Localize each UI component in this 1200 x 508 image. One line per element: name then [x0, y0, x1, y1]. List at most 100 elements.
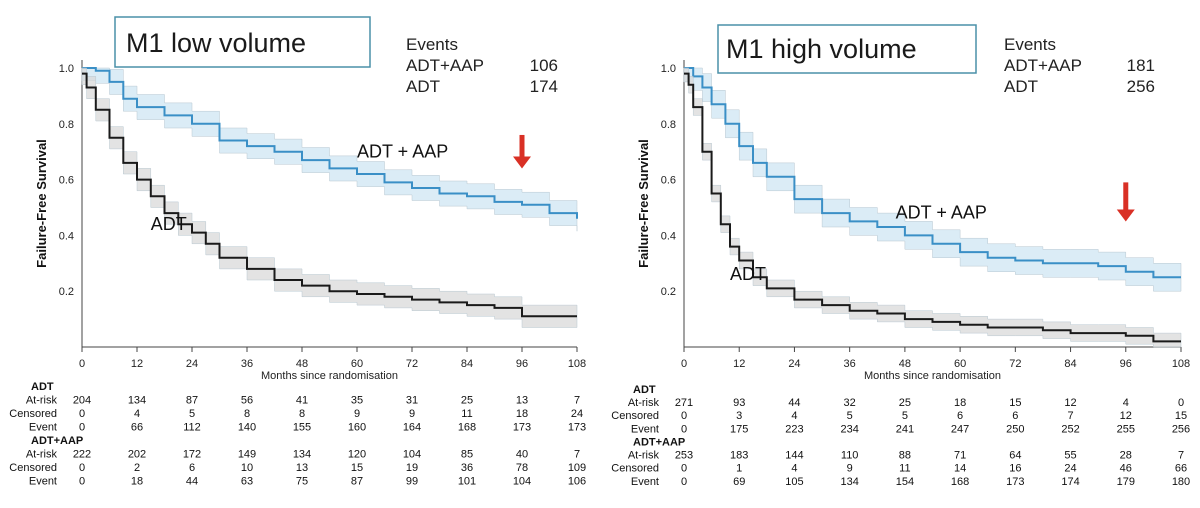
annotation-adt-aap: ADT + AAP — [896, 203, 987, 223]
risk-table-row-label: Event — [29, 476, 57, 488]
risk-table-group-adt: ADT — [31, 381, 54, 393]
risk-table-cell: 134 — [840, 476, 858, 488]
risk-table-cell: 271 — [675, 397, 693, 409]
series-line-adt — [684, 72, 1181, 343]
risk-table-cell: 11 — [461, 408, 472, 420]
y-tick-label: 0.4 — [661, 230, 676, 242]
risk-table-cell: 183 — [730, 450, 748, 462]
risk-table-cell: 69 — [733, 476, 745, 488]
events-header: Events — [406, 35, 458, 54]
risk-table-cell: 5 — [189, 408, 195, 420]
risk-table-cell: 78 — [516, 462, 528, 474]
risk-table-cell: 104 — [403, 449, 421, 461]
risk-table-group-adt-aap: ADT+AAP — [31, 435, 83, 447]
risk-table-cell: 7 — [1178, 450, 1184, 462]
risk-table-cell: 0 — [681, 423, 687, 435]
risk-table-cell: 0 — [681, 410, 687, 422]
x-tick-label: 48 — [899, 358, 911, 370]
risk-table-cell: 0 — [1178, 397, 1184, 409]
events-value-adt: 174 — [530, 77, 558, 96]
risk-table-cell: 4 — [791, 410, 797, 422]
risk-table-cell: 6 — [957, 410, 963, 422]
risk-table-cell: 12 — [1120, 410, 1132, 422]
risk-table-cell: 168 — [951, 476, 969, 488]
risk-table-cell: 18 — [131, 476, 143, 488]
x-tick-label: 24 — [788, 358, 800, 370]
x-tick-label: 24 — [186, 358, 198, 370]
risk-table-cell: 5 — [902, 410, 908, 422]
risk-table-cell: 164 — [403, 422, 421, 434]
risk-table-cell: 140 — [238, 422, 256, 434]
risk-table-cell: 255 — [1117, 423, 1135, 435]
risk-table-row-label: At-risk — [26, 395, 58, 407]
arrow-shaft — [1123, 182, 1129, 212]
x-tick-label: 72 — [406, 358, 418, 370]
risk-table-cell: 9 — [847, 463, 853, 475]
risk-table-group-adt-aap: ADT+AAP — [633, 436, 685, 448]
risk-table-row-label: At-risk — [26, 449, 58, 461]
risk-table-cell: 15 — [1175, 410, 1187, 422]
risk-table-cell: 173 — [513, 422, 531, 434]
risk-table-cell: 0 — [79, 408, 85, 420]
x-tick-label: 84 — [1064, 358, 1076, 370]
risk-table-cell: 75 — [296, 476, 308, 488]
risk-table-cell: 16 — [1009, 463, 1021, 475]
risk-table-cell: 7 — [574, 449, 580, 461]
risk-table-cell: 15 — [1009, 397, 1021, 409]
risk-table-cell: 24 — [1064, 463, 1076, 475]
arrow-head — [513, 156, 531, 169]
x-tick-label: 108 — [1172, 358, 1190, 370]
risk-table-cell: 6 — [189, 462, 195, 474]
risk-table-cell: 18 — [954, 397, 966, 409]
risk-table-cell: 46 — [1120, 463, 1132, 475]
y-tick-label: 0.2 — [59, 286, 74, 298]
risk-table-cell: 134 — [128, 395, 146, 407]
chart-title: M1 high volume — [726, 34, 917, 64]
events-header: Events — [1004, 35, 1056, 54]
risk-table-cell: 41 — [296, 395, 308, 407]
ci-band-adt-aap — [683, 67, 1182, 292]
risk-table-cell: 56 — [241, 395, 253, 407]
risk-table-cell: 173 — [568, 422, 586, 434]
risk-table-cell: 8 — [244, 408, 250, 420]
risk-table-cell: 144 — [785, 450, 803, 462]
risk-table-cell: 4 — [1123, 397, 1129, 409]
risk-table-cell: 0 — [79, 422, 85, 434]
risk-table-cell: 247 — [951, 423, 969, 435]
risk-table-cell: 149 — [238, 449, 256, 461]
risk-table-cell: 44 — [186, 476, 198, 488]
risk-table-cell: 13 — [516, 395, 528, 407]
risk-table-cell: 4 — [791, 463, 797, 475]
risk-table-cell: 18 — [516, 408, 528, 420]
y-tick-label: 0.6 — [59, 175, 74, 187]
x-tick-label: 0 — [681, 358, 687, 370]
risk-table-cell: 40 — [516, 449, 528, 461]
risk-table-cell: 71 — [954, 450, 966, 462]
risk-table-cell: 99 — [406, 476, 418, 488]
risk-table-cell: 110 — [841, 450, 859, 462]
x-tick-label: 84 — [461, 358, 473, 370]
risk-table-cell: 175 — [730, 423, 748, 435]
risk-table-cell: 252 — [1061, 423, 1079, 435]
risk-table-cell: 180 — [1172, 476, 1190, 488]
risk-table-cell: 3 — [736, 410, 742, 422]
risk-table-cell: 63 — [241, 476, 253, 488]
risk-table-cell: 93 — [733, 397, 745, 409]
risk-table-cell: 12 — [1064, 397, 1076, 409]
risk-table-cell: 9 — [354, 408, 360, 420]
risk-table-cell: 31 — [406, 395, 418, 407]
risk-table-cell: 0 — [681, 476, 687, 488]
risk-table-cell: 223 — [785, 423, 803, 435]
risk-table-cell: 160 — [348, 422, 366, 434]
risk-table-cell: 66 — [131, 422, 143, 434]
y-tick-label: 1.0 — [661, 63, 676, 75]
ci-band-adt — [81, 67, 578, 328]
risk-table-row-label: Censored — [9, 462, 57, 474]
risk-table-cell: 25 — [899, 397, 911, 409]
events-value-adt-aap: 181 — [1127, 56, 1155, 75]
x-tick-label: 36 — [241, 358, 253, 370]
y-axis-label: Failure-Free Survival — [34, 139, 49, 268]
risk-table-cell: 24 — [571, 408, 583, 420]
y-tick-label: 0.6 — [661, 175, 676, 187]
